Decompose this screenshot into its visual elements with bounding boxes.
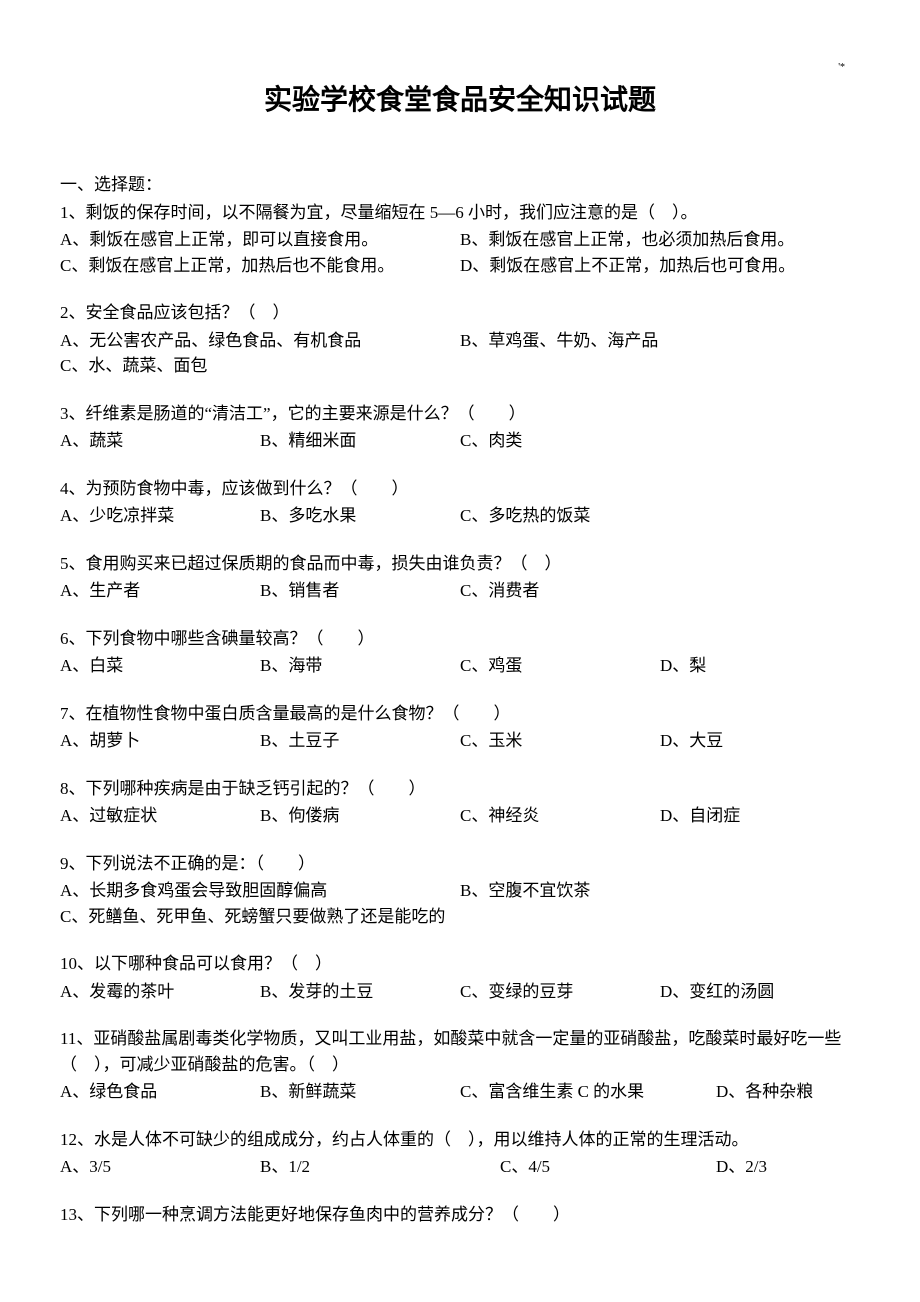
question-7: 7、在植物性食物中蛋白质含量最高的是什么食物？（ ） A、胡萝卜 B、土豆子 C…: [60, 701, 860, 754]
option-b: B、1/2: [260, 1154, 500, 1180]
question-8: 8、下列哪种疾病是由于缺乏钙引起的？（ ） A、过敏症状 B、佝偻病 C、神经炎…: [60, 776, 860, 829]
option-b: B、销售者: [260, 578, 460, 604]
option-a: A、3/5: [60, 1154, 260, 1180]
page-marker: '*: [60, 60, 845, 75]
options-row: A、蔬菜 B、精细米面 C、肉类: [60, 428, 860, 454]
question-text: 1、剩饭的保存时间，以不隔餐为宜，尽量缩短在 5—6 小时，我们应注意的是（ ）…: [60, 200, 860, 226]
options-row: A、3/5 B、1/2 C、4/5 D、2/3: [60, 1154, 860, 1180]
option-a: A、胡萝卜: [60, 728, 260, 754]
options-row: A、长期多食鸡蛋会导致胆固醇偏高 B、空腹不宜饮茶: [60, 878, 860, 904]
option-c: C、水、蔬菜、面包: [60, 353, 207, 379]
option-c: C、消费者: [460, 578, 660, 604]
question-text: 12、水是人体不可缺少的组成成分，约占人体重的（ ），用以维持人体的正常的生理活…: [60, 1127, 860, 1153]
option-b: B、精细米面: [260, 428, 460, 454]
question-10: 10、以下哪种食品可以食用？（ ） A、发霉的茶叶 B、发芽的土豆 C、变绿的豆…: [60, 951, 860, 1004]
question-text: 9、下列说法不正确的是：（ ）: [60, 851, 860, 877]
options-row: A、发霉的茶叶 B、发芽的土豆 C、变绿的豆芽 D、变红的汤圆: [60, 979, 860, 1005]
options-row: A、无公害农产品、绿色食品、有机食品 B、草鸡蛋、牛奶、海产品: [60, 328, 860, 354]
option-c: C、鸡蛋: [460, 653, 660, 679]
option-a: A、过敏症状: [60, 803, 260, 829]
question-11: 11、亚硝酸盐属剧毒类化学物质，又叫工业用盐，如酸菜中就含一定量的亚硝酸盐，吃酸…: [60, 1026, 860, 1105]
option-d: D、变红的汤圆: [660, 979, 860, 1005]
question-9: 9、下列说法不正确的是：（ ） A、长期多食鸡蛋会导致胆固醇偏高 B、空腹不宜饮…: [60, 851, 860, 930]
question-text: 6、下列食物中哪些含碘量较高？（ ）: [60, 626, 860, 652]
option-c: C、多吃热的饭菜: [460, 503, 660, 529]
option-a: A、发霉的茶叶: [60, 979, 260, 1005]
section-header: 一、选择题：: [60, 172, 860, 198]
option-a: A、蔬菜: [60, 428, 260, 454]
question-12: 12、水是人体不可缺少的组成成分，约占人体重的（ ），用以维持人体的正常的生理活…: [60, 1127, 860, 1180]
options-row: A、过敏症状 B、佝偻病 C、神经炎 D、自闭症: [60, 803, 860, 829]
options-row: A、剩饭在感官上正常，即可以直接食用。 B、剩饭在感官上正常，也必须加热后食用。: [60, 227, 860, 253]
option-d: D、梨: [660, 653, 860, 679]
option-c: C、玉米: [460, 728, 660, 754]
question-3: 3、纤维素是肠道的“清洁工”，它的主要来源是什么？（ ） A、蔬菜 B、精细米面…: [60, 401, 860, 454]
option-d: D、剩饭在感官上不正常，加热后也可食用。: [460, 253, 860, 279]
option-d: D、大豆: [660, 728, 860, 754]
option-a: A、白菜: [60, 653, 260, 679]
option-b: B、草鸡蛋、牛奶、海产品: [460, 328, 860, 354]
option-b: B、土豆子: [260, 728, 460, 754]
option-d: D、2/3: [716, 1154, 860, 1180]
question-text: 3、纤维素是肠道的“清洁工”，它的主要来源是什么？（ ）: [60, 401, 860, 427]
question-4: 4、为预防食物中毒，应该做到什么？（ ） A、少吃凉拌菜 B、多吃水果 C、多吃…: [60, 476, 860, 529]
question-text: 7、在植物性食物中蛋白质含量最高的是什么食物？（ ）: [60, 701, 860, 727]
question-text: 5、食用购买来已超过保质期的食品而中毒，损失由谁负责？（ ）: [60, 551, 860, 577]
question-6: 6、下列食物中哪些含碘量较高？（ ） A、白菜 B、海带 C、鸡蛋 D、梨: [60, 626, 860, 679]
question-1: 1、剩饭的保存时间，以不隔餐为宜，尽量缩短在 5—6 小时，我们应注意的是（ ）…: [60, 200, 860, 279]
option-c: C、神经炎: [460, 803, 660, 829]
question-text: 11、亚硝酸盐属剧毒类化学物质，又叫工业用盐，如酸菜中就含一定量的亚硝酸盐，吃酸…: [60, 1026, 860, 1077]
options-row: C、剩饭在感官上正常，加热后也不能食用。 D、剩饭在感官上不正常，加热后也可食用…: [60, 253, 860, 279]
question-text: 13、下列哪一种烹调方法能更好地保存鱼肉中的营养成分？（ ）: [60, 1202, 860, 1228]
option-c: C、富含维生素 C 的水果: [460, 1079, 716, 1105]
option-d: D、各种杂粮: [716, 1079, 860, 1105]
option-a: A、生产者: [60, 578, 260, 604]
document-title: 实验学校食堂食品安全知识试题: [60, 80, 860, 122]
option-b: B、佝偻病: [260, 803, 460, 829]
question-text: 10、以下哪种食品可以食用？（ ）: [60, 951, 860, 977]
option-c: C、剩饭在感官上正常，加热后也不能食用。: [60, 253, 460, 279]
question-2: 2、安全食品应该包括？（ ） A、无公害农产品、绿色食品、有机食品 B、草鸡蛋、…: [60, 300, 860, 379]
option-c: C、死鳝鱼、死甲鱼、死螃蟹只要做熟了还是能吃的: [60, 904, 860, 930]
option-a: A、剩饭在感官上正常，即可以直接食用。: [60, 227, 460, 253]
options-row: A、生产者 B、销售者 C、消费者: [60, 578, 860, 604]
question-text: 8、下列哪种疾病是由于缺乏钙引起的？（ ）: [60, 776, 860, 802]
option-b: B、多吃水果: [260, 503, 460, 529]
option-c: C、变绿的豆芽: [460, 979, 660, 1005]
option-b: B、海带: [260, 653, 460, 679]
question-text: 4、为预防食物中毒，应该做到什么？（ ）: [60, 476, 860, 502]
option-a: A、无公害农产品、绿色食品、有机食品: [60, 328, 460, 354]
options-row: C、水、蔬菜、面包: [60, 353, 860, 379]
option-b: B、空腹不宜饮茶: [460, 878, 590, 904]
options-row: A、胡萝卜 B、土豆子 C、玉米 D、大豆: [60, 728, 860, 754]
option-a: A、少吃凉拌菜: [60, 503, 260, 529]
options-row: C、死鳝鱼、死甲鱼、死螃蟹只要做熟了还是能吃的: [60, 904, 860, 930]
option-b: B、发芽的土豆: [260, 979, 460, 1005]
option-b: B、剩饭在感官上正常，也必须加热后食用。: [460, 227, 860, 253]
options-row: A、白菜 B、海带 C、鸡蛋 D、梨: [60, 653, 860, 679]
option-a: A、长期多食鸡蛋会导致胆固醇偏高: [60, 878, 460, 904]
options-row: A、少吃凉拌菜 B、多吃水果 C、多吃热的饭菜: [60, 503, 860, 529]
option-c: C、肉类: [460, 428, 660, 454]
option-c: C、4/5: [500, 1154, 716, 1180]
option-a: A、绿色食品: [60, 1079, 260, 1105]
question-13: 13、下列哪一种烹调方法能更好地保存鱼肉中的营养成分？（ ）: [60, 1202, 860, 1228]
question-text: 2、安全食品应该包括？（ ）: [60, 300, 860, 326]
question-5: 5、食用购买来已超过保质期的食品而中毒，损失由谁负责？（ ） A、生产者 B、销…: [60, 551, 860, 604]
option-b: B、新鲜蔬菜: [260, 1079, 460, 1105]
options-row: A、绿色食品 B、新鲜蔬菜 C、富含维生素 C 的水果 D、各种杂粮: [60, 1079, 860, 1105]
option-d: D、自闭症: [660, 803, 860, 829]
